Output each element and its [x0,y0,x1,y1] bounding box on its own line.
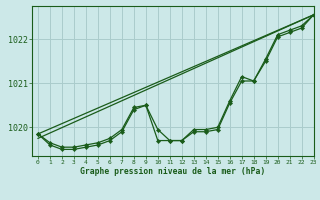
X-axis label: Graphe pression niveau de la mer (hPa): Graphe pression niveau de la mer (hPa) [80,167,265,176]
